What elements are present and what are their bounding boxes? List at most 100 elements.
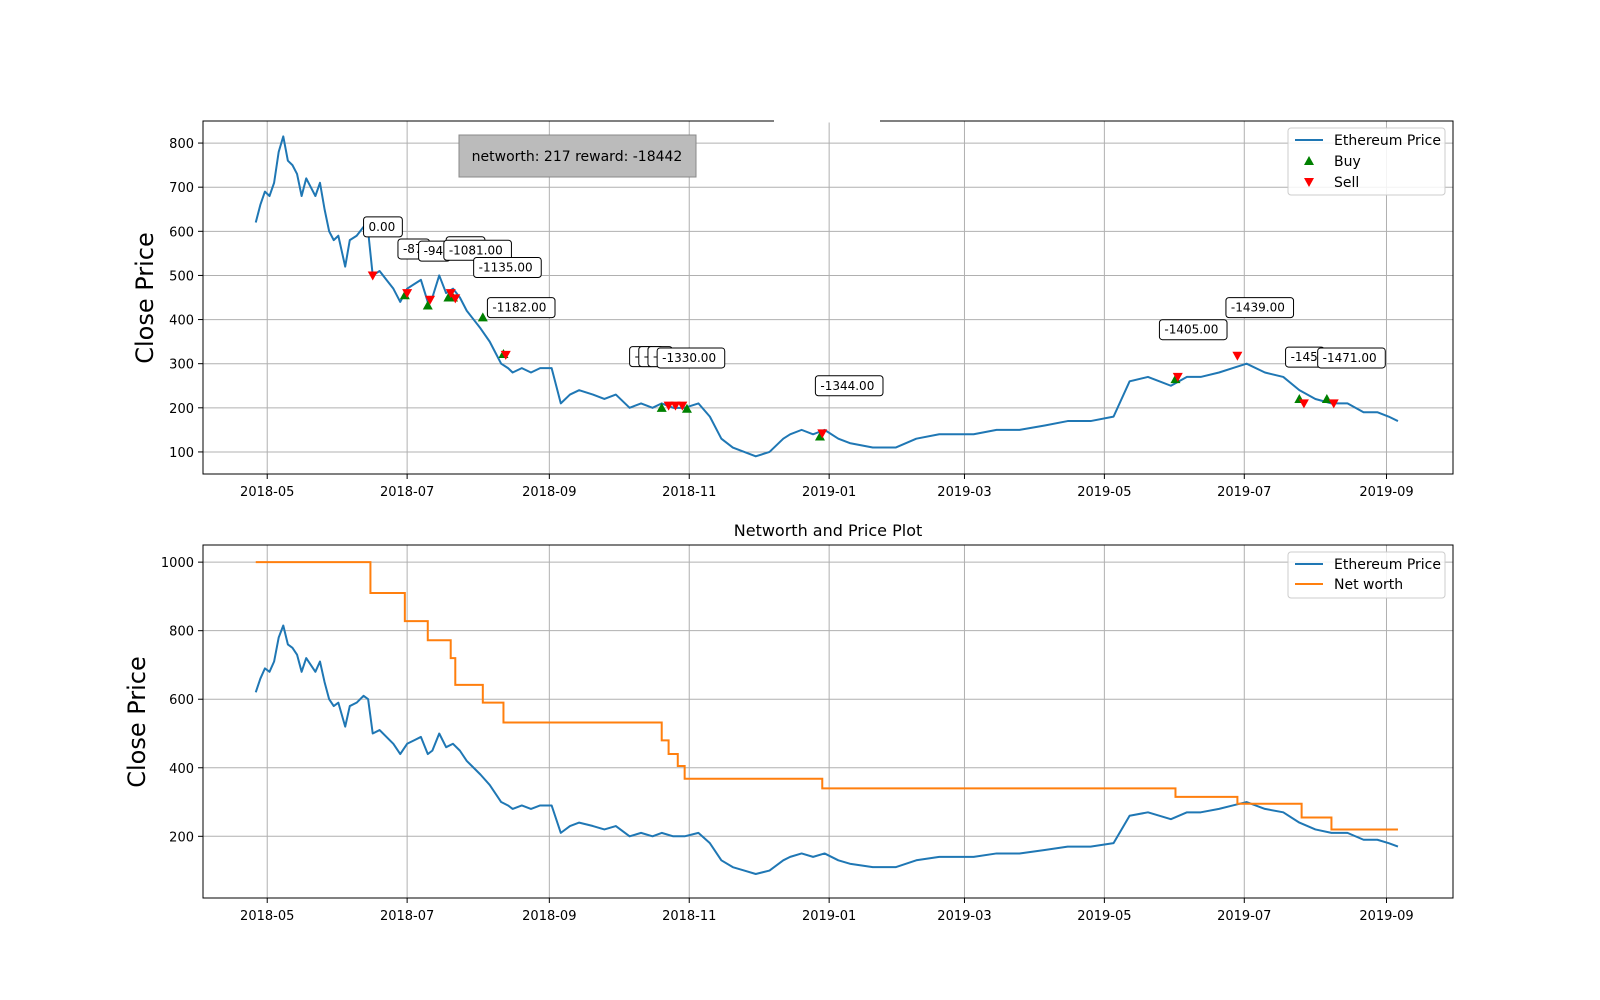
bottom-y-axis-label: Close Price [123, 656, 151, 788]
bottom-price-line [254, 624, 1399, 876]
bottom-y-tick-label: 200 [169, 830, 194, 845]
reward-annotation-label: -94 [424, 244, 444, 258]
top-y-tick-label: 200 [169, 402, 194, 417]
reward-annotation-label: -1135.00 [479, 260, 533, 274]
reward-annotation: -1135.00 [473, 256, 542, 278]
top-x-tick-label: 2019-07 [1217, 485, 1271, 500]
reward-annotation-label: -1330.00 [662, 351, 716, 365]
info-box-background [458, 134, 697, 178]
bottom-legend-price-label: Ethereum Price [1334, 557, 1441, 573]
bottom-x-tick-label: 2019-01 [802, 909, 856, 924]
reward-annotation-label: -1405.00 [1164, 323, 1218, 337]
bottom-x-tick-label: 2018-09 [522, 909, 576, 924]
sell-marker [445, 289, 456, 299]
reward-annotation-box [486, 297, 556, 319]
reward-annotation-box [473, 256, 542, 278]
top-y-axis-label: Close Price [131, 232, 159, 364]
top-x-tick-label: 2019-05 [1077, 485, 1131, 500]
top-chart: 2018-05 2018-07 2018-09 2018-11 2019-01 2019-… [131, 119, 1454, 500]
sell-marker [677, 401, 688, 411]
buy-marker [1321, 393, 1332, 403]
bottom-lines [254, 561, 1399, 876]
top-price-line [254, 135, 1399, 458]
reward-annotation-label: -145 [1291, 350, 1318, 364]
top-y-tick-label: 100 [169, 446, 194, 461]
sell-marker [1232, 351, 1243, 361]
bottom-legend: Ethereum Price Net worth [1287, 551, 1446, 599]
bottom-ticks: 2018-05 2018-07 2018-09 2018-11 2019-01 2019-… [161, 556, 1414, 924]
reward-annotation-label: -87 [403, 242, 423, 256]
bottom-x-tick-label: 2019-07 [1217, 909, 1271, 924]
top-legend-sell-swatch [1304, 178, 1314, 187]
sell-marker [663, 401, 674, 411]
bottom-x-tick-label: 2019-03 [937, 909, 991, 924]
reward-annotation: -1471.00 [1317, 347, 1386, 369]
info-box-text: networth: 217 reward: -18442 [472, 149, 683, 165]
top-x-tick-label: 2019-01 [802, 485, 856, 500]
reward-annotation-box [1225, 297, 1295, 319]
top-markers [367, 271, 1339, 441]
buy-marker [814, 431, 825, 441]
top-legend-buy-swatch [1304, 156, 1314, 165]
buy-marker [656, 402, 667, 412]
info-box: networth: 217 reward: -18442 [458, 134, 697, 178]
bottom-plot-frame [202, 544, 1454, 899]
reward-annotation: -1405.00 [1158, 319, 1228, 341]
top-x-tick-label: 2019-03 [937, 485, 991, 500]
bottom-legend-box [1287, 551, 1446, 599]
top-legend-buy-label: Buy [1334, 154, 1361, 170]
top-x-tick-label: 2018-07 [380, 485, 434, 500]
reward-annotation: -1081.00 [443, 239, 512, 261]
reward-annotation-box [656, 347, 726, 369]
bottom-y-tick-label: 1000 [161, 556, 194, 571]
sell-marker [1328, 399, 1339, 409]
reward-annotation-label: -1182.00 [492, 301, 546, 315]
top-y-tick-label: 400 [169, 314, 194, 329]
top-grid [203, 121, 1453, 474]
top-x-tick-label: 2018-05 [240, 485, 294, 500]
top-y-tick-label: 700 [169, 181, 194, 196]
reward-annotation-label: -1439.00 [1231, 301, 1285, 315]
top-legend-sell-label: Sell [1334, 175, 1359, 191]
top-y-tick-label: 300 [169, 358, 194, 373]
sell-marker [450, 294, 461, 304]
top-legend-box [1287, 127, 1446, 196]
top-x-tick-label: 2018-11 [662, 485, 716, 500]
reward-annotation-box [1158, 319, 1228, 341]
bottom-grid [203, 545, 1453, 898]
reward-annotation-box [1317, 347, 1386, 369]
reward-annotation: -1330.00 [656, 347, 726, 369]
bottom-x-tick-label: 2018-07 [380, 909, 434, 924]
top-annotations: 0.00-87-94-999-1081.00-1135.00-1182.00-1… [363, 216, 1386, 397]
reward-annotation-label: 0.00 [369, 220, 396, 234]
bottom-x-tick-label: 2019-09 [1359, 909, 1413, 924]
networth-line [255, 561, 1398, 831]
sell-marker [1172, 372, 1183, 382]
top-y-tick-label: 500 [169, 269, 194, 284]
reward-annotation: -94 [418, 240, 451, 262]
bottom-legend-networth-label: Net worth [1334, 577, 1403, 593]
reward-annotation-box [814, 375, 884, 397]
top-legend-price-label: Ethereum Price [1334, 133, 1441, 149]
bottom-x-tick-label: 2018-11 [662, 909, 716, 924]
reward-annotation-label: -1344.00 [820, 379, 874, 393]
bottom-y-tick-label: 400 [169, 762, 194, 777]
reward-annotation-label: -1081.00 [449, 243, 503, 257]
top-y-tick-label: 800 [169, 137, 194, 152]
sell-marker [1298, 399, 1309, 409]
sell-marker [402, 289, 413, 299]
top-ticks: 2018-05 2018-07 2018-09 2018-11 2019-01 2019-… [169, 137, 1413, 500]
top-lines [254, 135, 1399, 458]
reward-annotation: -145 [1285, 346, 1325, 368]
bottom-chart: Networth and Price Plot 2018-05 2018-07 20… [123, 521, 1454, 924]
reward-annotation: -1182.00 [486, 297, 556, 319]
bottom-y-tick-label: 600 [169, 693, 194, 708]
reward-annotation: -1439.00 [1225, 297, 1295, 319]
top-x-tick-label: 2018-09 [522, 485, 576, 500]
bottom-y-tick-label: 800 [169, 625, 194, 640]
reward-annotation-box [363, 216, 403, 238]
reward-annotation: -1344.00 [814, 375, 884, 397]
reward-annotation: 0.00 [363, 216, 403, 238]
top-legend: Ethereum Price Buy Sell [1287, 127, 1446, 196]
